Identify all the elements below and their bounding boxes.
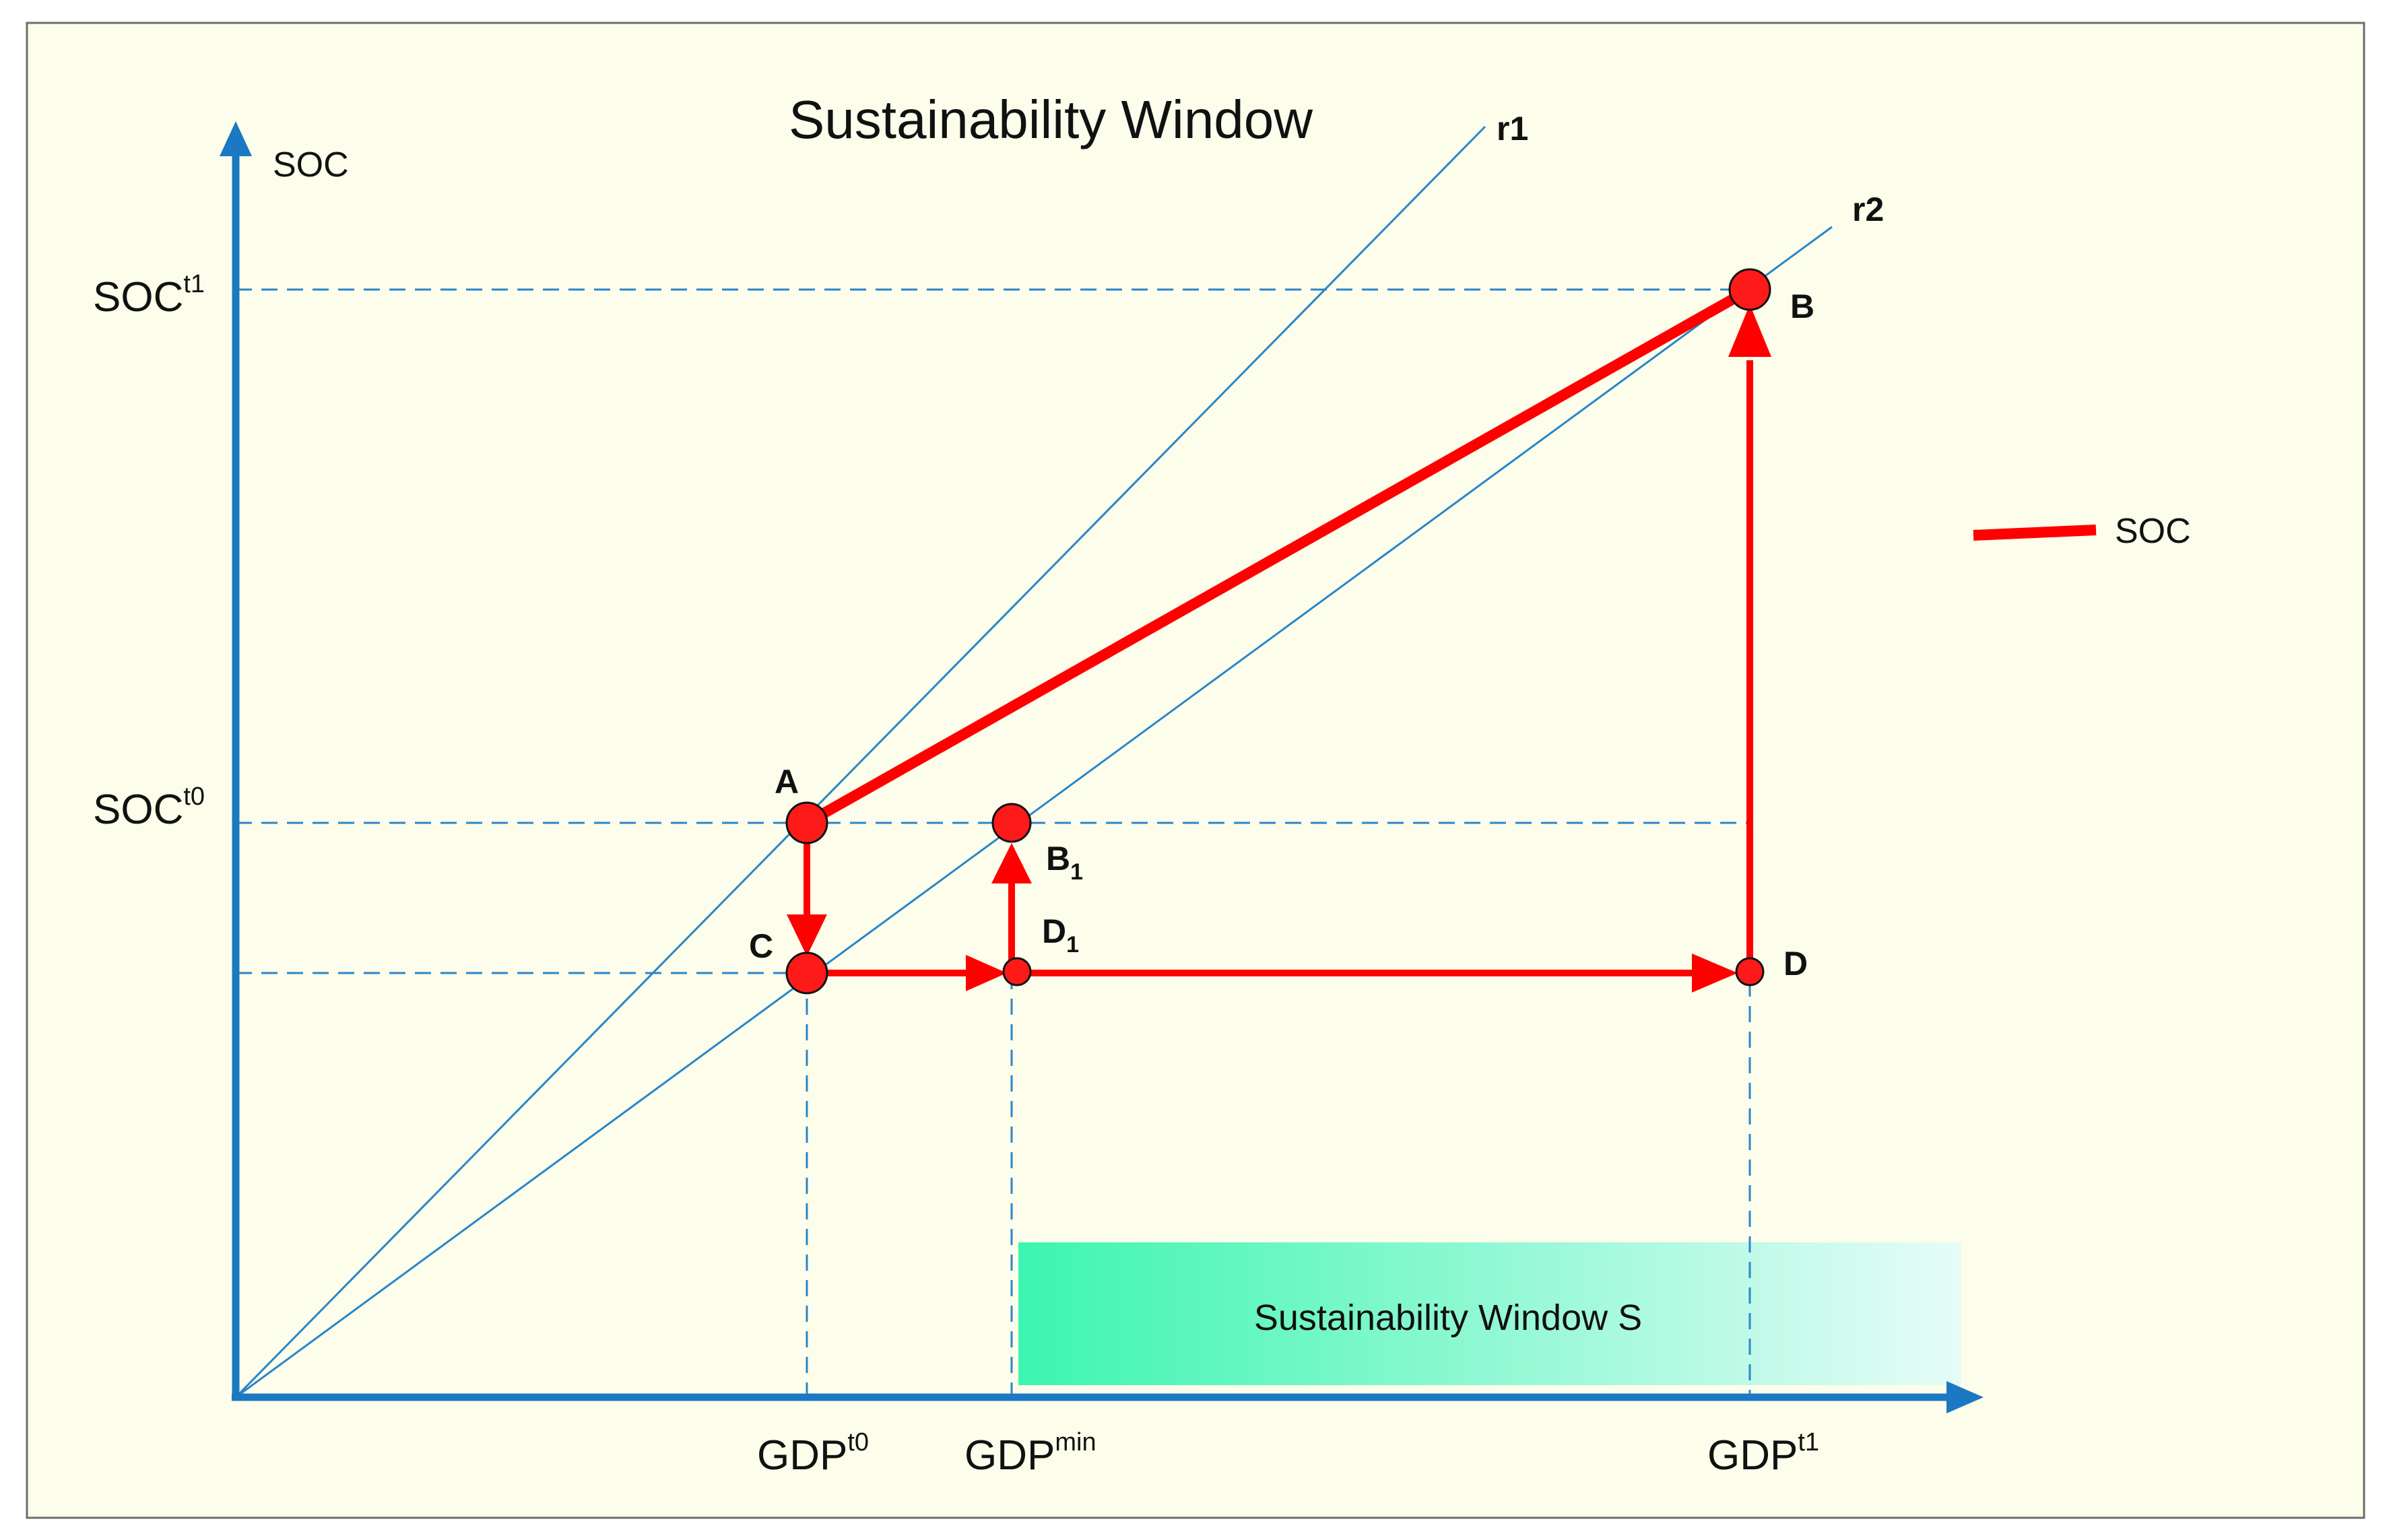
point-b1 <box>991 803 1032 843</box>
label-b: B <box>1790 288 1814 325</box>
label-a: A <box>775 763 799 801</box>
x-axis-arrowhead <box>1946 1381 1984 1413</box>
ray-r1 <box>234 125 1486 1399</box>
point-c <box>785 951 828 995</box>
arrowhead-a-c <box>787 914 827 956</box>
y-tick-soc-t1: SOCt1 <box>93 270 205 321</box>
sustainability-window-label: Sustainability Window S <box>1254 1298 1642 1338</box>
y-tick-soc-t0: SOCt0 <box>93 782 205 833</box>
label-d1: D1 <box>1042 912 1079 958</box>
y-axis-title: SOC <box>273 145 349 185</box>
diagram-title: Sustainability Window <box>789 90 1313 149</box>
point-b <box>1728 268 1771 311</box>
path-a-b <box>804 285 1753 828</box>
axes <box>220 121 1984 1413</box>
x-tick-gdp-t0: GDPt0 <box>757 1428 869 1479</box>
legend-swatch <box>1973 525 2097 541</box>
label-b1: B1 <box>1046 840 1083 885</box>
point-d1 <box>1002 957 1032 986</box>
label-c: C <box>749 927 773 965</box>
soc-paths <box>787 285 1771 993</box>
point-d <box>1735 957 1765 986</box>
legend-label: SOC <box>2115 512 2191 551</box>
label-d: D <box>1783 945 1808 982</box>
arrowhead-c-d1 <box>966 955 1007 991</box>
point-a <box>785 801 828 844</box>
arrowhead-d1-b1 <box>991 843 1032 883</box>
sustainability-window-band <box>1018 1242 1961 1385</box>
x-tick-gdp-min: GDPmin <box>964 1428 1096 1479</box>
points <box>785 268 1771 995</box>
arrowhead-d-b <box>1728 304 1771 357</box>
legend: SOC <box>1973 512 2191 551</box>
x-tick-gdp-t1: GDPt1 <box>1707 1428 1819 1479</box>
y-axis-arrowhead <box>220 121 252 156</box>
arrowhead-d1-d <box>1692 953 1738 993</box>
ray-r1-label: r1 <box>1497 110 1528 147</box>
ray-r2-label: r2 <box>1852 191 1884 228</box>
ray-r2 <box>235 226 1833 1399</box>
